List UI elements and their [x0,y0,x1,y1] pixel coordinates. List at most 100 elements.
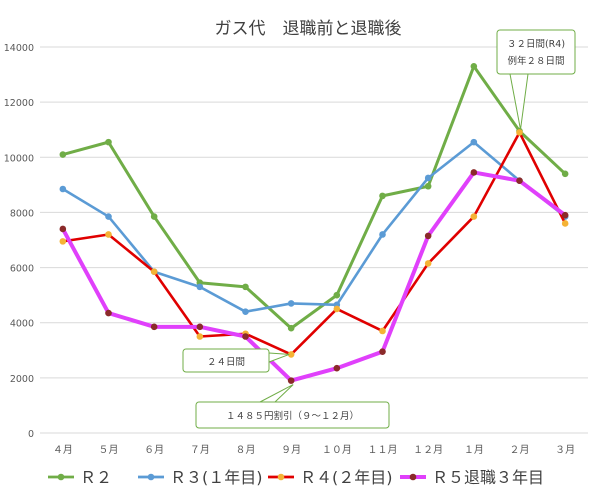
annotation-text: １４８５円割引（９～１２月） [226,410,359,422]
series-2 [59,138,569,315]
data-point [242,283,249,291]
x-axis: ４月 ５月 ６月 ７月 ８月 ９月 １０月 １１月 １２月 １月 ２月 ３月 [53,444,575,456]
legend-item: Ｒ２ [48,468,112,487]
legend-label: Ｒ３(１年目) [170,468,263,487]
legend-item: Ｒ５退職３年目 [400,468,544,487]
data-point [59,225,67,233]
data-point [287,300,295,307]
data-point [242,308,249,315]
series-3 [59,129,569,358]
data-point [287,351,295,358]
x-tick-label: ９月 [281,444,301,456]
x-tick-label: １月 [464,444,484,456]
data-point [379,348,386,355]
legend-item: Ｒ３(１年目) [138,468,263,487]
legend-label: Ｒ４(２年目) [300,468,393,487]
data-point [333,364,341,372]
annotation-callout: ２４日間 [182,348,290,373]
data-point [470,138,478,146]
data-point [105,138,112,146]
data-point [424,260,432,267]
data-point [379,192,386,200]
data-point [150,213,158,220]
data-point [424,232,432,240]
x-tick-label: ４月 [53,444,73,456]
data-point [196,323,204,331]
annotation-callout: ３２日間(R4) 例年２８日間 [496,29,576,130]
legend-swatch-marker [277,473,285,481]
x-tick-label: １１月 [368,444,398,456]
data-point [424,174,432,182]
data-point [470,63,478,70]
x-tick-label: １２月 [413,444,443,456]
y-tick-label: 6000 [10,264,34,275]
y-tick-label: 0 [28,429,34,440]
data-point [561,170,569,178]
y-tick-label: 12000 [4,98,34,109]
legend-swatch-marker [57,473,65,481]
data-point [333,291,341,299]
annotation-pointer [268,352,290,363]
x-tick-label: ７月 [190,444,210,456]
legend-item: Ｒ４(２年目) [268,468,393,487]
annotation-text: 例年２８日間 [507,55,564,67]
data-point [196,283,204,291]
annotation-text: ２４日間 [207,357,245,368]
legend-label: Ｒ５退職３年目 [432,468,544,487]
data-point [333,305,341,313]
y-tick-label: 4000 [10,319,34,330]
data-point [150,268,158,276]
data-point [561,211,569,219]
x-tick-label: ８月 [236,444,256,456]
series-line [60,170,568,383]
chart-title: ガス代 退職前と退職後 [215,19,402,39]
y-tick-label: 14000 [4,43,34,54]
data-point [59,185,67,193]
annotations: ３２日間(R4) 例年２８日間 ２４日間 １４８５円割引（９～１２月） [182,29,576,429]
data-point [470,213,478,220]
y-tick-label: 10000 [4,153,34,164]
legend-label: Ｒ２ [80,468,112,487]
data-point [287,324,295,332]
legend-swatch-marker [147,473,155,481]
annotation-box [496,29,576,75]
series-line [61,140,567,313]
data-point [59,238,67,245]
series-1 [59,63,569,332]
data-point [516,129,523,136]
data-point [196,333,204,340]
data-point [287,377,295,384]
annotation-box [195,401,390,429]
y-axis: 0 2000 4000 6000 8000 10000 12000 14000 [4,43,34,440]
series-4 [59,169,569,384]
x-tick-label: ６月 [144,444,164,456]
series-lines [59,63,569,384]
data-point [379,327,386,335]
data-point [242,333,249,340]
data-point [59,151,67,158]
x-tick-label: ５月 [99,444,119,456]
x-tick-label: １０月 [322,444,352,456]
annotation-pointer [259,384,294,403]
data-point [516,177,523,185]
series-line [61,131,567,356]
data-point [424,182,432,190]
annotation-text: ３２日間(R4) [507,39,565,50]
data-point [150,323,158,331]
data-point [105,231,112,238]
legend-swatch-marker [409,473,417,481]
grid-lines [40,46,588,434]
data-point [105,309,112,317]
data-point [105,213,112,220]
y-tick-label: 8000 [10,208,34,219]
data-point [379,231,386,238]
legend: Ｒ２ Ｒ３(１年目) Ｒ４(２年目) Ｒ５退職３年目 [48,468,544,487]
data-point [470,169,478,176]
x-tick-label: ３月 [555,444,575,456]
x-tick-label: ２月 [510,444,530,456]
annotation-callout: １４８５円割引（９～１２月） [195,384,390,429]
data-point [561,220,569,227]
y-tick-label: 2000 [10,374,34,385]
